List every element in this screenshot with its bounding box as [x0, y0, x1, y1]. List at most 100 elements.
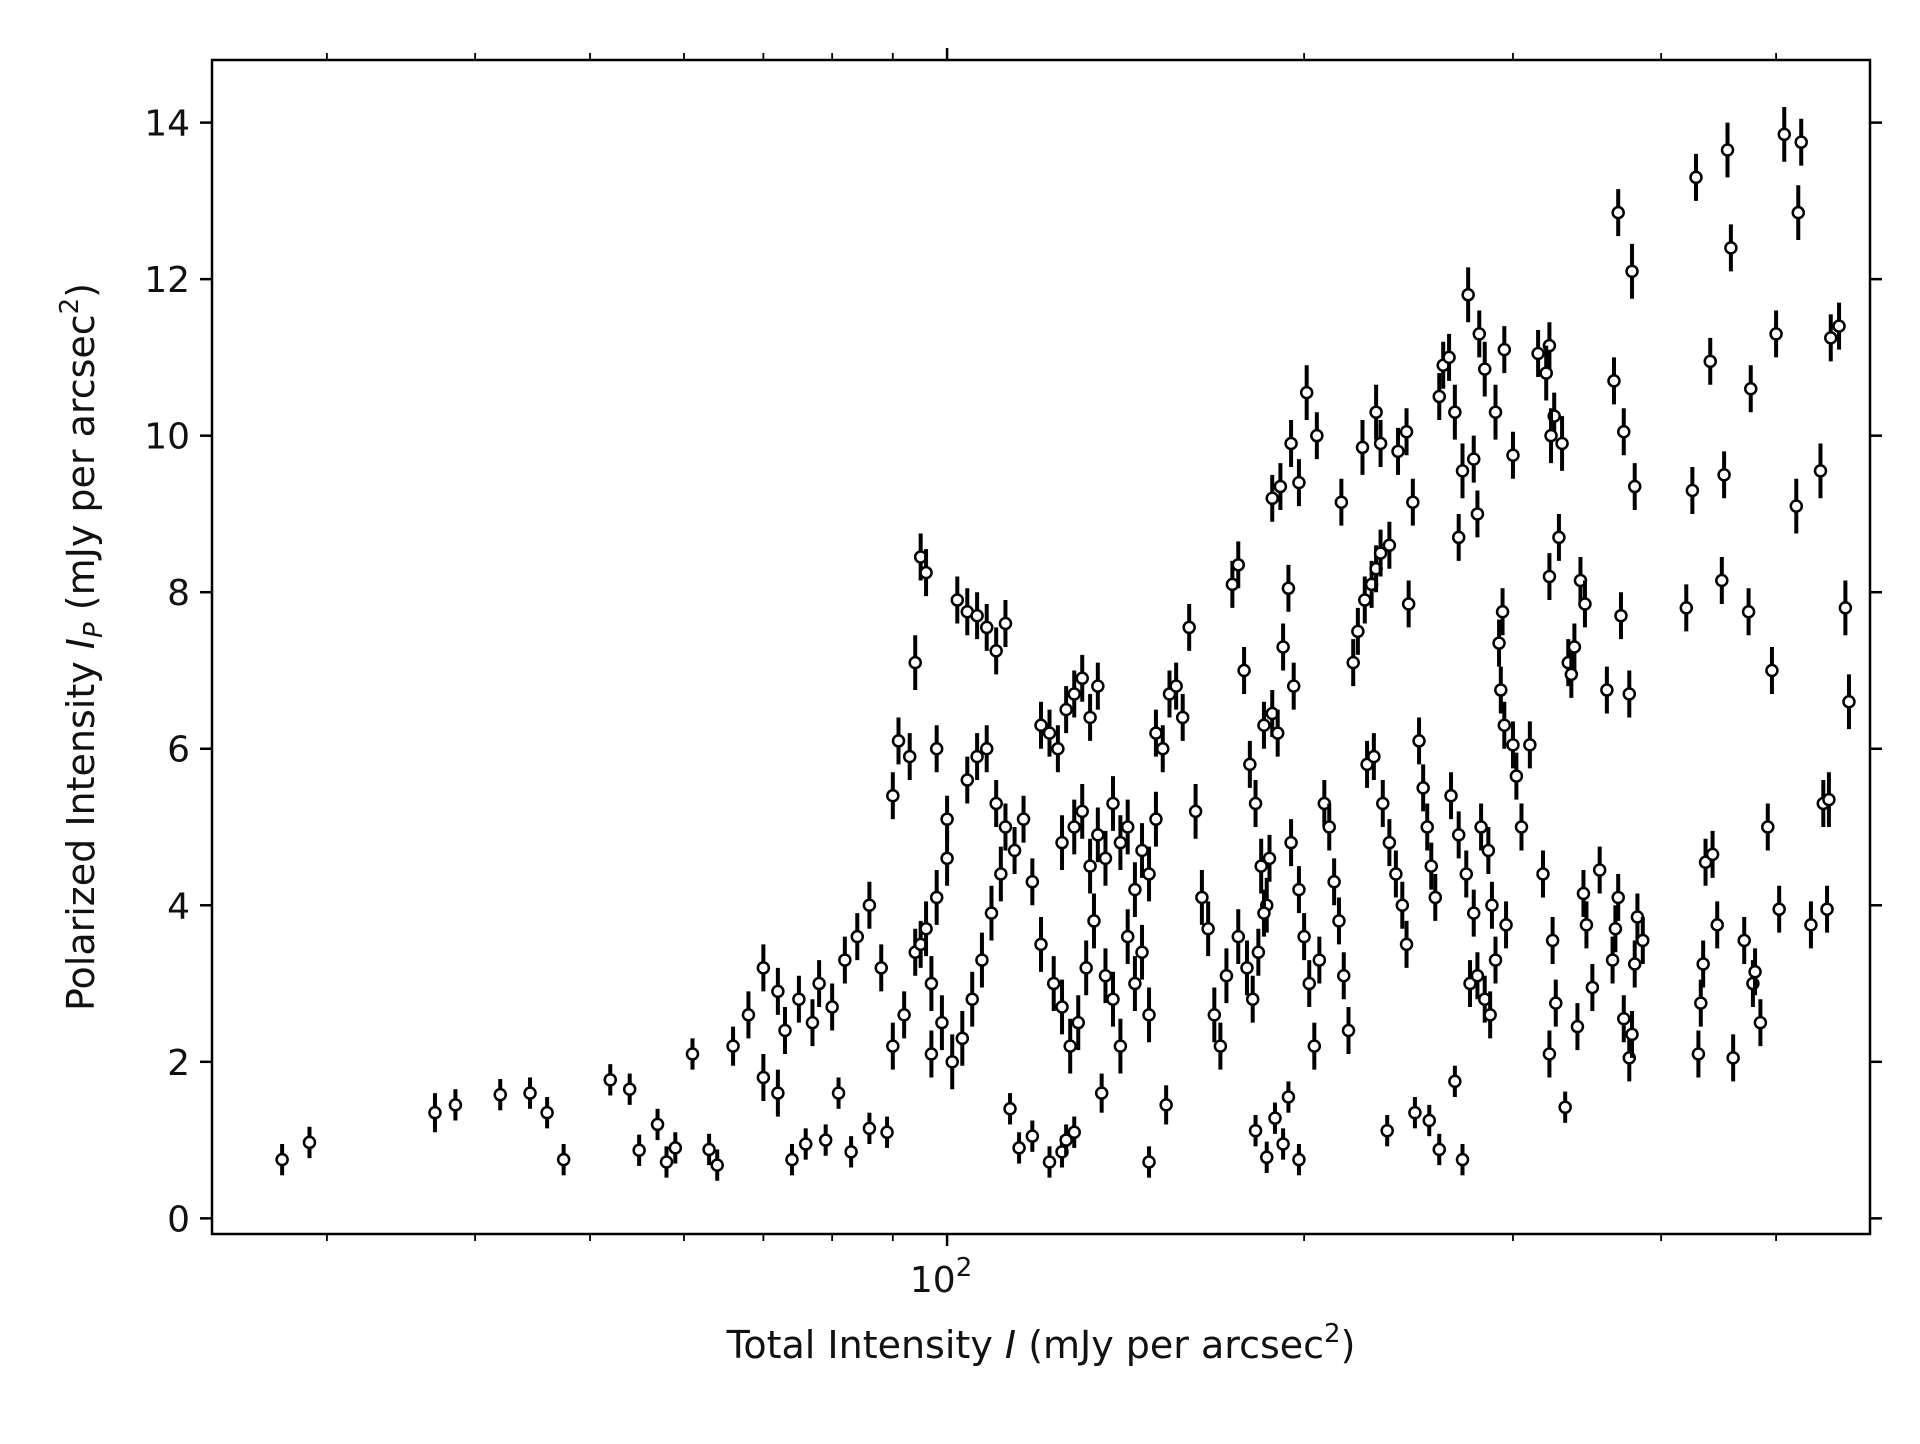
data-point	[1617, 408, 1631, 456]
data-point	[1679, 584, 1694, 632]
data-point	[1436, 341, 1450, 389]
data-point	[1539, 345, 1553, 401]
data-point	[1142, 846, 1156, 902]
point-marker	[1744, 381, 1758, 396]
data-point	[1389, 850, 1403, 898]
point-marker	[1281, 1090, 1296, 1104]
data-point	[726, 1026, 740, 1066]
data-point	[960, 588, 975, 636]
point-marker	[302, 1135, 317, 1150]
data-point	[1424, 842, 1439, 890]
point-marker	[1297, 929, 1311, 944]
point-marker	[1195, 890, 1209, 905]
data-point	[1281, 1081, 1296, 1113]
data-point	[1195, 870, 1209, 925]
point-marker	[970, 608, 984, 623]
point-marker	[1412, 734, 1426, 748]
point-marker	[1395, 898, 1410, 913]
data-point	[1630, 893, 1645, 941]
data-point	[540, 1097, 554, 1129]
point-marker	[1268, 1111, 1282, 1125]
data-point	[1481, 827, 1496, 874]
point-marker	[886, 1039, 900, 1053]
point-marker	[979, 620, 994, 635]
data-point	[1622, 670, 1637, 718]
data-point	[1769, 310, 1783, 358]
data-point	[1063, 1018, 1077, 1074]
point-marker	[771, 984, 785, 999]
point-marker	[428, 1105, 442, 1120]
data-point	[1428, 873, 1443, 921]
point-marker	[1536, 867, 1550, 881]
data-point	[838, 936, 852, 984]
point-marker	[1351, 624, 1365, 639]
point-marker	[1448, 1074, 1462, 1089]
point-marker	[1542, 569, 1557, 584]
point-marker	[702, 1142, 716, 1157]
point-marker	[1408, 1105, 1422, 1120]
data-point	[1201, 901, 1215, 957]
point-marker	[1248, 796, 1263, 811]
data-point	[945, 1034, 959, 1090]
point-marker	[1025, 875, 1040, 889]
point-marker	[1391, 444, 1405, 459]
point-marker	[1276, 640, 1290, 654]
data-point	[902, 733, 917, 781]
point-marker	[1087, 914, 1101, 928]
point-marker	[1257, 718, 1271, 733]
data-point	[1499, 901, 1513, 949]
point-marker	[1355, 440, 1370, 455]
data-point	[1128, 862, 1142, 918]
point-marker	[1175, 710, 1190, 725]
point-marker	[1188, 804, 1203, 819]
point-marker	[1724, 241, 1738, 255]
data-point	[622, 1073, 637, 1105]
y-axis-label: Polarized Intensity IP (mJy per arcsec2)	[55, 283, 109, 1011]
point-marker	[710, 1158, 724, 1172]
data-point	[1213, 1022, 1228, 1070]
point-marker	[1207, 1008, 1222, 1022]
point-marker	[1358, 593, 1372, 607]
point-marker	[1243, 757, 1257, 772]
data-point	[1240, 940, 1254, 996]
data-point	[1509, 752, 1524, 800]
point-marker	[960, 773, 975, 787]
point-marker	[1455, 1152, 1470, 1167]
y-tick-label: 2	[167, 1043, 190, 1084]
point-marker	[1240, 961, 1254, 975]
point-marker	[1169, 679, 1183, 693]
point-marker	[902, 749, 917, 764]
point-marker	[919, 565, 933, 580]
point-marker	[1257, 906, 1271, 920]
data-point	[659, 1146, 674, 1178]
data-point	[1715, 556, 1729, 604]
point-marker	[940, 812, 954, 826]
data-point	[792, 975, 806, 1023]
data-point	[1322, 803, 1337, 851]
data-point	[1470, 490, 1485, 538]
point-marker	[1552, 530, 1566, 545]
data-point	[1451, 811, 1466, 859]
data-point	[1231, 541, 1246, 589]
data-point	[919, 901, 933, 957]
point-marker	[1492, 636, 1506, 650]
point-marker	[1737, 933, 1751, 948]
point-marker	[1416, 781, 1430, 795]
point-marker	[979, 741, 994, 756]
point-marker	[1696, 957, 1710, 971]
point-marker	[1420, 820, 1434, 834]
point-marker	[1717, 468, 1731, 482]
point-marker	[1276, 1137, 1290, 1151]
point-marker	[1142, 1008, 1156, 1022]
point-marker	[1083, 710, 1097, 725]
data-point	[1698, 838, 1713, 886]
data-point	[710, 1149, 724, 1181]
data-point	[979, 603, 994, 651]
point-marker	[1474, 820, 1488, 834]
data-point	[989, 780, 1003, 828]
point-marker	[1310, 428, 1324, 443]
point-marker	[1813, 464, 1828, 478]
data-point	[1284, 819, 1298, 867]
data-point	[1497, 326, 1512, 374]
point-marker	[1715, 573, 1729, 588]
